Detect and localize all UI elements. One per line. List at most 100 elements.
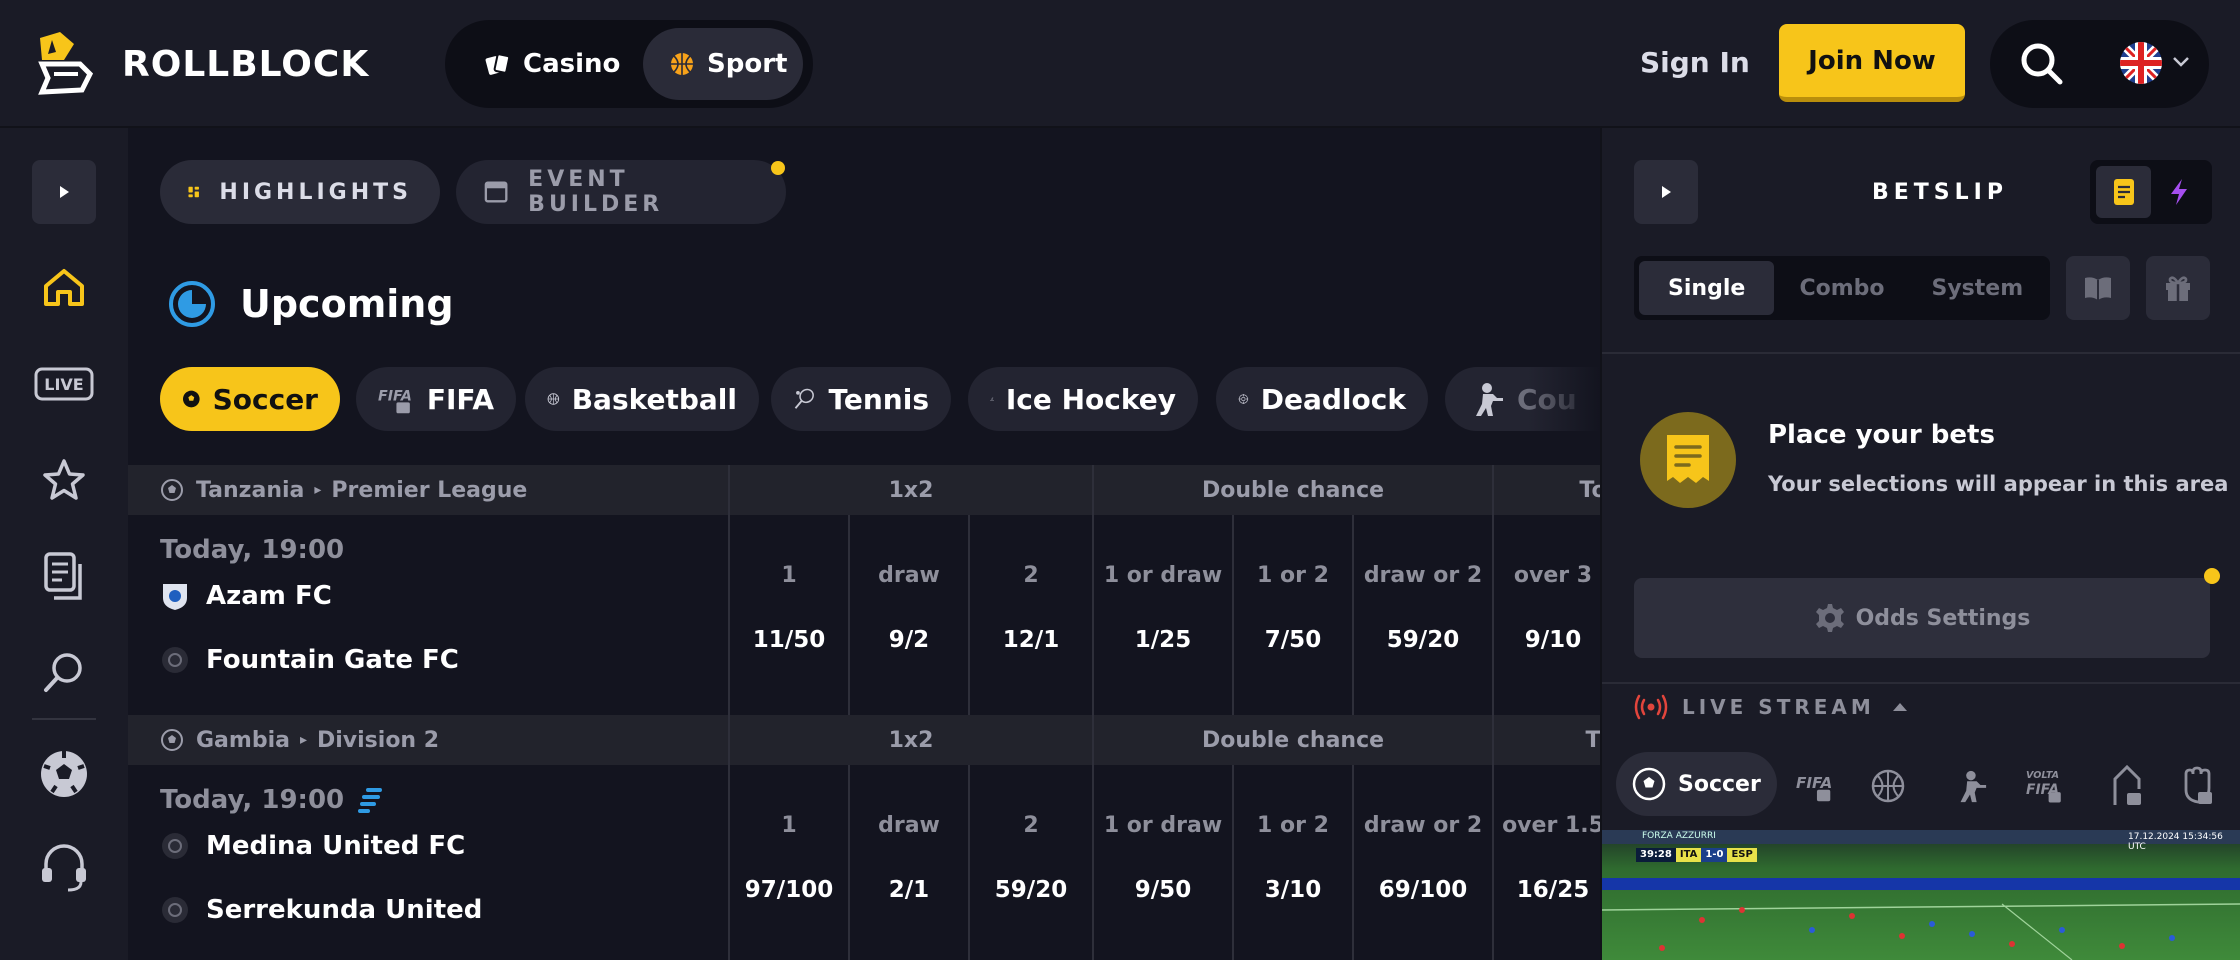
bet-history-icon[interactable] (32, 544, 96, 608)
tab-event-builder[interactable]: EVENT BUILDER (456, 160, 786, 224)
odds-value: 12/1 (1002, 627, 1060, 653)
event-time: Today, 19:00 (160, 535, 345, 565)
odds-button[interactable]: 1 or draw 1/25 (1092, 515, 1232, 715)
team-name: Serrekunda United (206, 895, 483, 925)
uk-flag-icon[interactable] (2120, 42, 2162, 84)
live-stream-toggle[interactable]: LIVE STREAM (1634, 694, 1923, 720)
sport-chip-deadlock[interactable]: Deadlock (1216, 367, 1428, 431)
odds-button[interactable]: draw 9/2 (848, 515, 968, 715)
tab-system[interactable]: System (1931, 275, 2024, 301)
logo[interactable]: ROLLBLOCK (30, 30, 369, 98)
odds-button[interactable]: 1 or 2 7/50 (1232, 515, 1352, 715)
tab-single[interactable]: Single (1639, 261, 1775, 315)
league-name[interactable]: Tanzania ▸ Premier League (160, 478, 527, 503)
rules-book-button[interactable] (2066, 256, 2130, 320)
sport-chip-soccer[interactable]: Soccer (160, 367, 340, 431)
collapse-betslip-button[interactable] (1634, 160, 1698, 224)
upcoming-heading: Upcoming (168, 280, 454, 328)
betslip-mode-switch (2090, 160, 2212, 224)
stadium-banner: FORZA AZZURRI 17.12.2024 15:34:56 UTC (1602, 830, 2240, 852)
star-icon[interactable] (32, 448, 96, 512)
soccer-ball-icon (161, 479, 183, 501)
join-now-button[interactable]: Join Now (1779, 24, 1965, 102)
nba2k-icon[interactable] (2106, 765, 2146, 806)
book-icon (2085, 277, 2111, 300)
search-icon[interactable] (2018, 40, 2066, 88)
betslip-title: BETSLIP (1872, 180, 2008, 205)
gift-icon (2166, 276, 2190, 301)
live-stream-video[interactable]: FORZA AZZURRI 17.12.2024 15:34:56 UTC 39… (1602, 830, 2240, 960)
tab-combo[interactable]: Combo (1799, 275, 1885, 301)
league-name[interactable]: Gambia ▸ Division 2 (160, 728, 439, 753)
sport-chip-tennis[interactable]: Tennis (771, 367, 951, 431)
market-group-header: Double chance (1092, 715, 1492, 765)
sport-chip-basketball[interactable]: Basketball (525, 367, 759, 431)
odds-button[interactable]: over 1.5 16/25 (1492, 765, 1600, 960)
odds-button[interactable]: 2 12/1 (968, 515, 1092, 715)
odds-label: 1 or draw (1103, 813, 1223, 838)
basketball-icon[interactable] (1868, 766, 1908, 806)
market-group-header: Double chance (1092, 465, 1492, 515)
team-name: Fountain Gate FC (206, 645, 459, 675)
live-icon[interactable]: LIVE (32, 352, 96, 416)
new-indicator-dot (771, 161, 785, 175)
team-placeholder-icon (160, 895, 190, 925)
cards-icon (485, 53, 511, 75)
expand-nav-button[interactable] (32, 160, 96, 224)
odds-button[interactable]: draw 2/1 (848, 765, 968, 960)
betslip-standard-button[interactable] (2096, 166, 2151, 218)
team-away: Fountain Gate FC (160, 645, 459, 675)
bonus-gift-button[interactable] (2146, 256, 2210, 320)
soccer-ball-icon[interactable] (32, 742, 96, 806)
odds-label: draw or 2 (1363, 813, 1483, 838)
odds-label: 1 or 2 (1257, 563, 1329, 588)
league-country: Gambia (196, 727, 290, 753)
soldier-icon (1476, 383, 1503, 416)
dashboard-icon (188, 186, 199, 198)
stream-sport-tabs: Soccer FIFA VOLTA FIFA (1616, 752, 2240, 816)
odds-button[interactable]: draw or 2 69/100 (1352, 765, 1492, 960)
home-icon[interactable] (32, 256, 96, 320)
stream-score: 1-0 (1701, 848, 1728, 862)
support-headset-icon[interactable] (32, 836, 96, 900)
odds-label: draw (878, 563, 940, 588)
odds-value: 59/20 (1386, 627, 1460, 653)
event-row[interactable]: Today, 19:00 Medina United FC Serrekunda… (128, 765, 1600, 960)
search-icon[interactable] (32, 640, 96, 704)
odds-button[interactable]: 1 or 2 3/10 (1232, 765, 1352, 960)
volta-fifa-icon[interactable]: VOLTA FIFA (2026, 766, 2066, 806)
chevron-right-icon: ▸ (314, 482, 322, 498)
sport-button[interactable]: Sport (643, 28, 803, 100)
odds-button[interactable]: 2 59/20 (968, 765, 1092, 960)
stream-banner-text: FORZA AZZURRI (1642, 831, 1716, 841)
tab-highlights[interactable]: HIGHLIGHTS (160, 160, 440, 224)
sport-chip-fifa[interactable]: FIFA FIFA (356, 367, 516, 431)
clock-icon (169, 281, 215, 327)
pitch-players (1602, 903, 2240, 960)
divider (1602, 682, 2240, 684)
team-placeholder-icon (160, 645, 190, 675)
odds-label: draw (878, 813, 940, 838)
chevron-down-icon[interactable] (2170, 50, 2192, 72)
fist-icon[interactable] (2178, 766, 2218, 806)
brand-name: ROLLBLOCK (122, 43, 370, 85)
stream-tab-soccer[interactable]: Soccer (1616, 752, 1777, 816)
sign-in-link[interactable]: Sign In (1640, 46, 1750, 79)
odds-button[interactable]: draw or 2 59/20 (1352, 515, 1492, 715)
odds-settings-button[interactable]: Odds Settings (1634, 578, 2210, 658)
stream-available-icon (358, 788, 383, 813)
odds-button[interactable]: 1 or draw 9/50 (1092, 765, 1232, 960)
odds-button[interactable]: over 3 9/10 (1492, 515, 1600, 715)
market-group-header: To (1492, 465, 1600, 515)
odds-button[interactable]: 1 97/100 (728, 765, 848, 960)
sport-chip-ice-hockey[interactable]: Ice Hockey (968, 367, 1198, 431)
betslip-quick-bet-button[interactable] (2151, 166, 2206, 218)
rollblock-logo-icon (38, 32, 94, 95)
casino-button[interactable]: Casino (453, 28, 643, 100)
fifa-icon[interactable]: FIFA (1796, 766, 1836, 806)
league-title: Premier League (331, 477, 528, 503)
sport-chip-label: FIFA (426, 382, 494, 416)
odds-button[interactable]: 1 11/50 (728, 515, 848, 715)
soldier-icon[interactable] (1950, 766, 1990, 806)
